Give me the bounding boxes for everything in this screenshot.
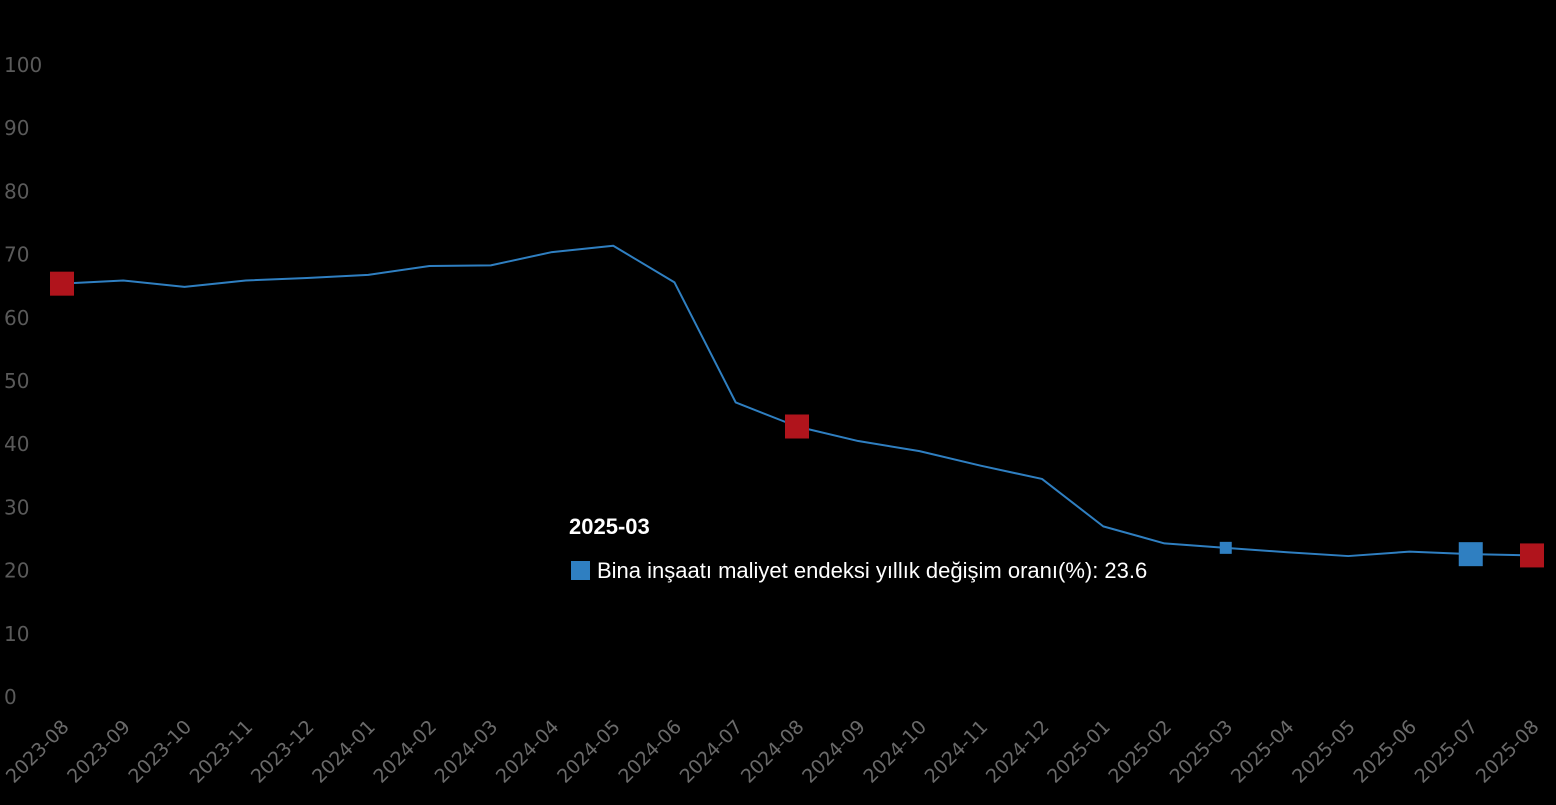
x-tick-label: 2024-03 [431, 716, 503, 788]
x-tick-label: 2023-12 [247, 716, 319, 788]
x-tick-label: 2023-09 [63, 716, 135, 788]
x-tick-label: 2025-04 [1227, 716, 1299, 788]
hovered-point-marker[interactable] [1219, 541, 1232, 554]
x-tick-label: 2025-02 [1104, 716, 1176, 788]
x-axis: 2023-082023-092023-102023-112023-122024-… [2, 716, 1544, 788]
x-tick-label: 2024-06 [614, 716, 686, 788]
x-tick-label: 2024-04 [492, 716, 564, 788]
x-tick-label: 2024-08 [737, 716, 809, 788]
data-point-marker[interactable] [50, 271, 74, 296]
data-point-marker[interactable] [1458, 542, 1483, 567]
y-tick-label: 20 [4, 559, 29, 583]
x-tick-label: 2024-02 [369, 716, 441, 788]
tooltip-title: 2025-03 [569, 514, 650, 539]
y-tick-label: 90 [4, 116, 29, 140]
y-axis: 0 10 20 30 40 50 60 70 80 90 100 [4, 53, 42, 709]
x-tick-label: 2025-03 [1166, 716, 1238, 788]
y-tick-label: 60 [4, 306, 29, 330]
x-tick-label: 2025-06 [1349, 716, 1421, 788]
x-tick-label: 2024-05 [553, 716, 625, 788]
marker-layer [50, 271, 1544, 568]
tooltip: 2025-03 Bina inşaatı maliyet endeksi yıl… [569, 514, 1147, 583]
data-point-marker[interactable] [1520, 543, 1544, 568]
x-tick-label: 2025-05 [1288, 716, 1360, 788]
y-tick-label: 10 [4, 622, 29, 646]
x-tick-label: 2023-11 [186, 716, 258, 788]
series-layer [61, 244, 1533, 558]
x-tick-label: 2025-07 [1411, 716, 1483, 788]
series-line [61, 244, 1533, 558]
y-tick-label: 80 [4, 179, 29, 203]
tooltip-series-text: Bina inşaatı maliyet endeksi yıllık deği… [597, 558, 1147, 583]
y-tick-label: 100 [4, 53, 42, 77]
y-tick-label: 0 [4, 685, 17, 709]
x-tick-label: 2024-10 [859, 716, 931, 788]
data-point-marker[interactable] [785, 414, 809, 439]
x-tick-label: 2025-08 [1472, 716, 1544, 788]
x-tick-label: 2024-07 [676, 716, 748, 788]
x-tick-label: 2024-12 [982, 716, 1054, 788]
y-tick-label: 40 [4, 432, 29, 456]
x-tick-label: 2024-09 [798, 716, 870, 788]
x-tick-label: 2025-01 [1043, 716, 1115, 788]
x-tick-label: 2024-11 [921, 716, 993, 788]
y-tick-label: 50 [4, 369, 29, 393]
y-tick-label: 30 [4, 495, 29, 519]
tooltip-series-swatch [571, 561, 590, 580]
x-tick-label: 2023-08 [2, 716, 74, 788]
x-tick-label: 2024-01 [308, 716, 380, 788]
x-tick-label: 2023-10 [124, 716, 196, 788]
y-tick-label: 70 [4, 243, 29, 267]
